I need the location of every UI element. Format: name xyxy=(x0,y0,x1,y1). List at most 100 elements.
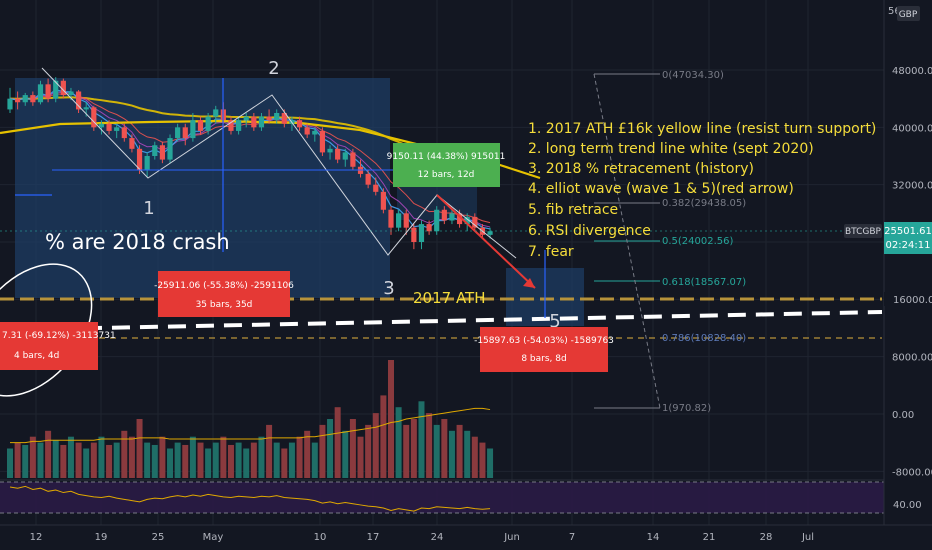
candle-body-3 xyxy=(30,95,36,103)
volume-bar-55 xyxy=(426,413,433,478)
volume-bar-54 xyxy=(418,401,425,478)
candle-body-14 xyxy=(114,127,120,131)
price-tick-6: -8000.00 xyxy=(892,467,932,478)
candle-body-2 xyxy=(22,95,28,103)
candle-body-40 xyxy=(312,130,318,135)
time-axis: 12 19 25 May 10 17 24 Jun 7 14 21 28 Jul xyxy=(30,532,814,543)
currency-badge-label: GBP xyxy=(899,10,918,20)
volume-bar-29 xyxy=(227,444,234,478)
volume-bar-27 xyxy=(212,442,219,478)
candle-body-16 xyxy=(129,138,135,149)
volume-bar-60 xyxy=(464,430,471,478)
candle-body-33 xyxy=(258,116,265,128)
volume-bar-34 xyxy=(266,424,273,478)
wave-label-3: 3 xyxy=(383,278,394,299)
volume-pane xyxy=(7,360,494,478)
time-tick-11: 28 xyxy=(760,532,773,543)
candle-body-47 xyxy=(365,173,371,185)
volume-bar-61 xyxy=(471,436,478,478)
ath-label: 2017 ATH xyxy=(413,289,485,307)
volume-bar-59 xyxy=(456,424,463,478)
candle-body-10 xyxy=(83,107,89,110)
candle-body-19 xyxy=(152,145,158,156)
measure-callout-2-line2: 8 bars, 8d xyxy=(521,354,566,364)
candle-body-59 xyxy=(456,213,463,225)
volume-bar-4 xyxy=(37,442,44,478)
candle-body-25 xyxy=(197,120,204,131)
volume-bar-50 xyxy=(388,360,394,478)
volume-bar-21 xyxy=(167,448,174,478)
candle-body-15 xyxy=(121,127,127,139)
candle-body-61 xyxy=(472,216,478,228)
time-tick-3: May xyxy=(203,532,224,543)
note-4: 4. elliot wave (wave 1 & 5)(red arrow) xyxy=(528,181,794,197)
volume-bar-30 xyxy=(235,442,242,478)
candle-body-41 xyxy=(319,130,326,153)
volume-bar-48 xyxy=(372,413,379,478)
volume-bar-10 xyxy=(83,448,90,478)
candle-body-30 xyxy=(236,120,242,131)
fib-retracement: 0(47034.30) 0.382(29438.05) 0.5(24002.56… xyxy=(593,70,746,414)
candle-body-0 xyxy=(7,98,13,110)
ath-price-bg xyxy=(884,292,932,306)
wave-label-2: 2 xyxy=(268,58,279,79)
ath-price: 16000.00 xyxy=(893,295,932,306)
candle-body-21 xyxy=(167,138,173,160)
candle-body-44 xyxy=(342,152,348,160)
red-arrow-head xyxy=(523,278,535,288)
fib-label-05: 0.5(24002.56) xyxy=(662,236,734,247)
candle-body-57 xyxy=(441,209,447,221)
white-trend-line xyxy=(0,310,883,332)
candle-body-34 xyxy=(266,116,272,121)
measure-callout-1-line2: 35 bars, 35d xyxy=(196,300,253,310)
volume-bar-9 xyxy=(75,442,82,478)
note-5: 5. fib retrace xyxy=(528,202,618,218)
volume-bar-63 xyxy=(487,448,494,478)
candle-body-1 xyxy=(15,98,21,103)
volume-bar-24 xyxy=(189,436,196,478)
volume-bar-62 xyxy=(479,442,486,478)
volume-bar-51 xyxy=(395,407,402,478)
note-6: 6. RSI divergence xyxy=(528,223,651,239)
candle-body-27 xyxy=(213,109,219,117)
candle-body-35 xyxy=(274,113,280,121)
current-price-value: 25501.61 xyxy=(884,226,932,237)
volume-bar-35 xyxy=(273,442,280,478)
notes-list: 1. 2017 ATH £16k yellow line (resist tur… xyxy=(528,121,876,260)
candle-body-63 xyxy=(487,231,493,235)
candle-body-38 xyxy=(296,120,303,128)
candle-body-9 xyxy=(75,91,82,110)
volume-bar-18 xyxy=(144,442,151,478)
volume-bar-49 xyxy=(380,395,387,478)
candle-body-17 xyxy=(136,148,143,171)
candle-body-8 xyxy=(68,91,74,96)
candle-body-5 xyxy=(45,84,51,99)
candle-body-51 xyxy=(396,213,402,228)
volume-bar-41 xyxy=(319,424,326,478)
candle-body-7 xyxy=(60,80,66,96)
volume-bar-17 xyxy=(136,419,143,478)
volume-bar-20 xyxy=(159,436,166,478)
measure-callout-3-line2: 4 bars, 4d xyxy=(14,351,59,361)
volume-bar-15 xyxy=(121,430,128,478)
volume-bar-36 xyxy=(281,448,288,478)
currency-badge[interactable] xyxy=(897,6,920,21)
price-tick-5: 0.00 xyxy=(892,410,914,421)
price-tick-4: 8000.00 xyxy=(892,353,932,364)
fib-diagonal xyxy=(593,73,661,409)
volume-bar-1 xyxy=(14,442,21,478)
note-7: 7. fear xyxy=(528,244,574,260)
volume-bar-13 xyxy=(106,444,113,478)
wave-label-1: 1 xyxy=(143,198,154,219)
measure-callout-4 xyxy=(393,143,500,187)
volume-bar-0 xyxy=(7,448,13,478)
volume-bar-57 xyxy=(441,419,448,478)
volume-bar-53 xyxy=(410,419,417,478)
volume-bar-22 xyxy=(174,442,181,478)
fib-label-0: 0(47034.30) xyxy=(662,70,724,81)
symbol-tag-label: BTCGBP xyxy=(845,227,882,237)
volume-bar-16 xyxy=(128,436,135,478)
volume-bar-28 xyxy=(220,436,227,478)
